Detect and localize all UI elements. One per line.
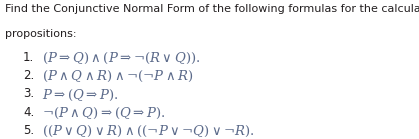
Text: $(P \wedge Q \wedge R) \wedge \neg(\neg P \wedge R)$: $(P \wedge Q \wedge R) \wedge \neg(\neg … [42, 69, 193, 84]
Text: $\neg(P \wedge Q) \Rightarrow (Q \Rightarrow P).$: $\neg(P \wedge Q) \Rightarrow (Q \Righta… [42, 106, 165, 121]
Text: 1.: 1. [23, 51, 34, 64]
Text: propositions:: propositions: [5, 29, 77, 39]
Text: 2.: 2. [23, 69, 34, 82]
Text: 5.: 5. [23, 124, 34, 137]
Text: 4.: 4. [23, 106, 34, 119]
Text: Find the Conjunctive Normal Form of the following formulas for the calculation o: Find the Conjunctive Normal Form of the … [5, 4, 419, 14]
Text: $((P \vee Q) \vee R) \wedge ((\neg P \vee \neg Q) \vee \neg R).$: $((P \vee Q) \vee R) \wedge ((\neg P \ve… [42, 124, 255, 139]
Text: $(P \Rightarrow Q) \wedge (P \Rightarrow \neg(R \vee Q)).$: $(P \Rightarrow Q) \wedge (P \Rightarrow… [42, 51, 200, 66]
Text: 3.: 3. [23, 87, 34, 100]
Text: $P \Rightarrow (Q \Rightarrow P).$: $P \Rightarrow (Q \Rightarrow P).$ [42, 87, 119, 103]
